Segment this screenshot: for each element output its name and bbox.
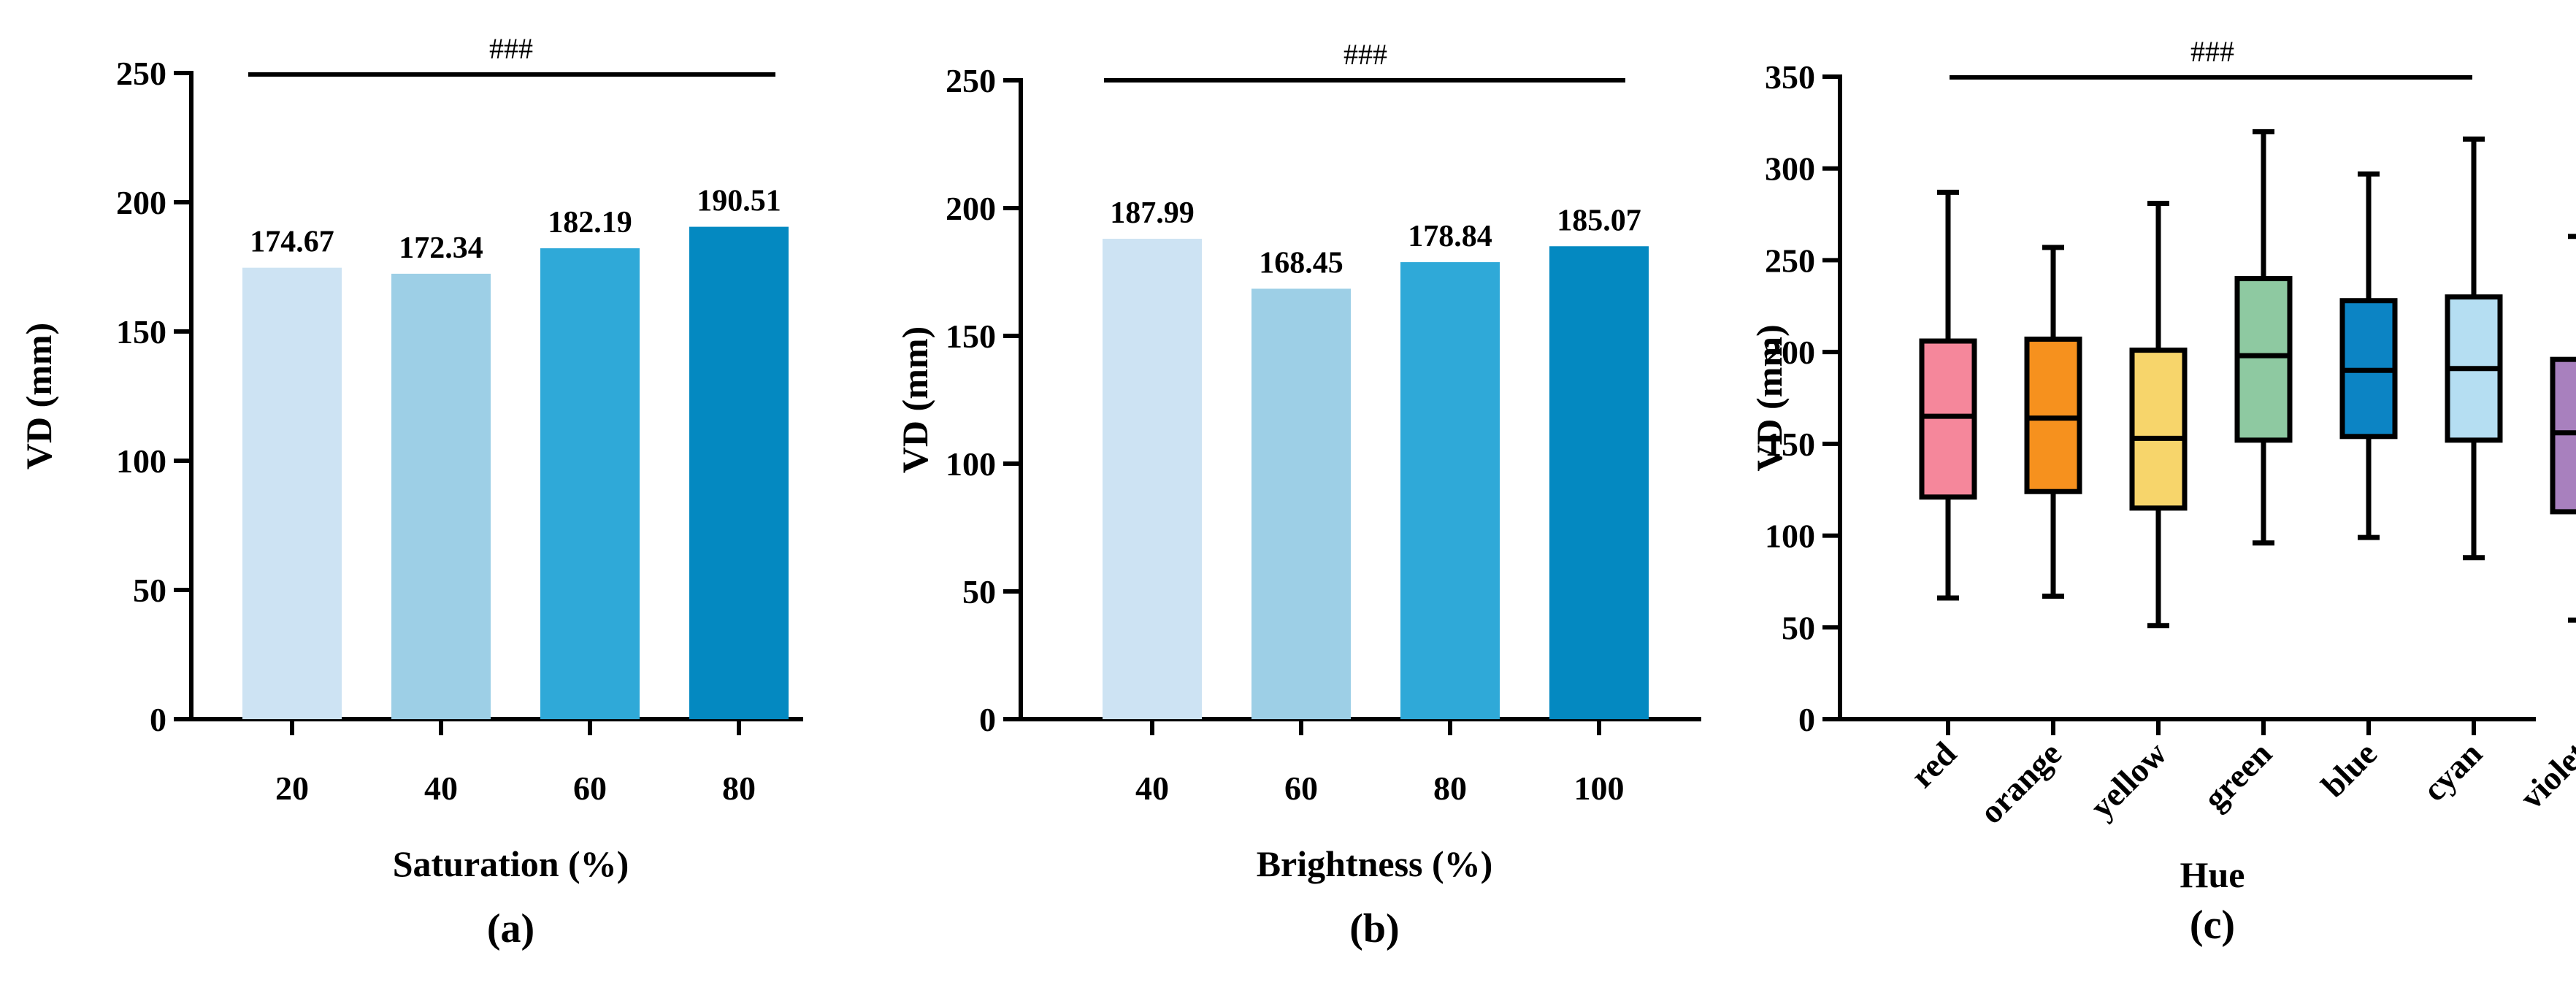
- bar-value-label: 172.34: [399, 231, 483, 265]
- x-tick-label: 80: [722, 770, 756, 807]
- bar-value-label: 187.99: [1110, 196, 1195, 230]
- x-tick-label: blue: [2314, 735, 2384, 805]
- box: [2129, 348, 2188, 511]
- x-tick-label: red: [1904, 735, 1964, 795]
- y-tick-label: 200: [116, 184, 166, 221]
- y-tick-label: 300: [1765, 150, 1815, 188]
- y-axis-title: VD (mm): [18, 323, 59, 469]
- x-tick-label: 100: [1574, 770, 1625, 807]
- x-tick-label: 60: [573, 770, 607, 807]
- panel-c-hue-boxplot: 0 50 100 150 200 250 300 350 VD (mm) ### red orange…: [1749, 35, 2576, 948]
- bar-value-label: 185.07: [1557, 204, 1641, 237]
- bar: [1400, 262, 1500, 719]
- bar: [1549, 246, 1649, 719]
- y-tick-label: 100: [1765, 518, 1815, 555]
- x-axis-title: Saturation (%): [393, 843, 629, 884]
- x-tick-label: violet: [2512, 735, 2576, 816]
- bar: [1251, 288, 1351, 719]
- x-tick-label: 60: [1284, 770, 1318, 807]
- x-tick-label: green: [2196, 735, 2279, 817]
- panel-b-brightness-chart: 0 50 100 150 200 250 VD (mm) ### 187.99 40 168.45 6…: [894, 38, 1701, 951]
- panel-label: (a): [487, 906, 534, 951]
- x-tick-label: yellow: [2082, 735, 2174, 826]
- y-tick-label: 100: [946, 445, 996, 483]
- x-tick-label: 20: [275, 770, 309, 807]
- y-tick-label: 350: [1765, 58, 1815, 96]
- y-axis-title: VD (mm): [1749, 324, 1790, 471]
- x-axis-title: Brightness (%): [1257, 843, 1493, 884]
- y-tick-label: 150: [946, 318, 996, 355]
- bar-value-label: 178.84: [1408, 220, 1492, 253]
- bar-value-label: 168.45: [1259, 246, 1343, 280]
- y-tick-label: 50: [962, 573, 996, 610]
- y-axis-title: VD (mm): [894, 326, 935, 473]
- y-tick-label: 250: [116, 55, 166, 92]
- y-tick-label: 0: [150, 701, 166, 738]
- x-axis-title: Hue: [2180, 854, 2245, 895]
- bar: [242, 267, 342, 719]
- box: [1919, 338, 1977, 500]
- x-tick-label: 40: [424, 770, 458, 807]
- bar: [1103, 239, 1202, 719]
- y-tick-label: 150: [1765, 426, 1815, 463]
- bar-value-label: 174.67: [250, 226, 334, 259]
- box: [2024, 337, 2082, 494]
- significance-label: ###: [489, 32, 533, 65]
- x-tick-label: 80: [1433, 770, 1467, 807]
- panel-a-saturation-chart: 0 50 100 150 200 250 VD (mm) ### 174.67 20 172.34 4…: [18, 32, 803, 951]
- y-tick-label: 250: [1765, 242, 1815, 279]
- bar: [689, 226, 789, 719]
- significance-label: ###: [2190, 35, 2234, 68]
- bar: [540, 248, 640, 720]
- box: [2234, 276, 2293, 443]
- y-tick-label: 50: [1782, 609, 1815, 646]
- bar-value-label: 182.19: [548, 206, 632, 239]
- y-tick-label: 200: [946, 190, 996, 227]
- bar: [391, 273, 491, 720]
- panel-label: (b): [1349, 906, 1399, 951]
- y-tick-label: 150: [116, 313, 166, 350]
- y-tick-label: 50: [133, 572, 166, 609]
- y-tick-label: 100: [116, 442, 166, 480]
- box: [2550, 356, 2576, 515]
- y-tick-label: 0: [1798, 701, 1815, 738]
- y-tick-label: 200: [1765, 334, 1815, 371]
- significance-label: ###: [1343, 38, 1387, 71]
- x-tick-label: cyan: [2415, 735, 2489, 808]
- bar-value-label: 190.51: [697, 185, 781, 218]
- panel-label: (c): [2190, 902, 2235, 948]
- y-tick-label: 0: [979, 701, 996, 738]
- x-tick-label: orange: [1972, 735, 2069, 831]
- y-tick-label: 250: [946, 62, 996, 99]
- x-tick-label: 40: [1135, 770, 1169, 807]
